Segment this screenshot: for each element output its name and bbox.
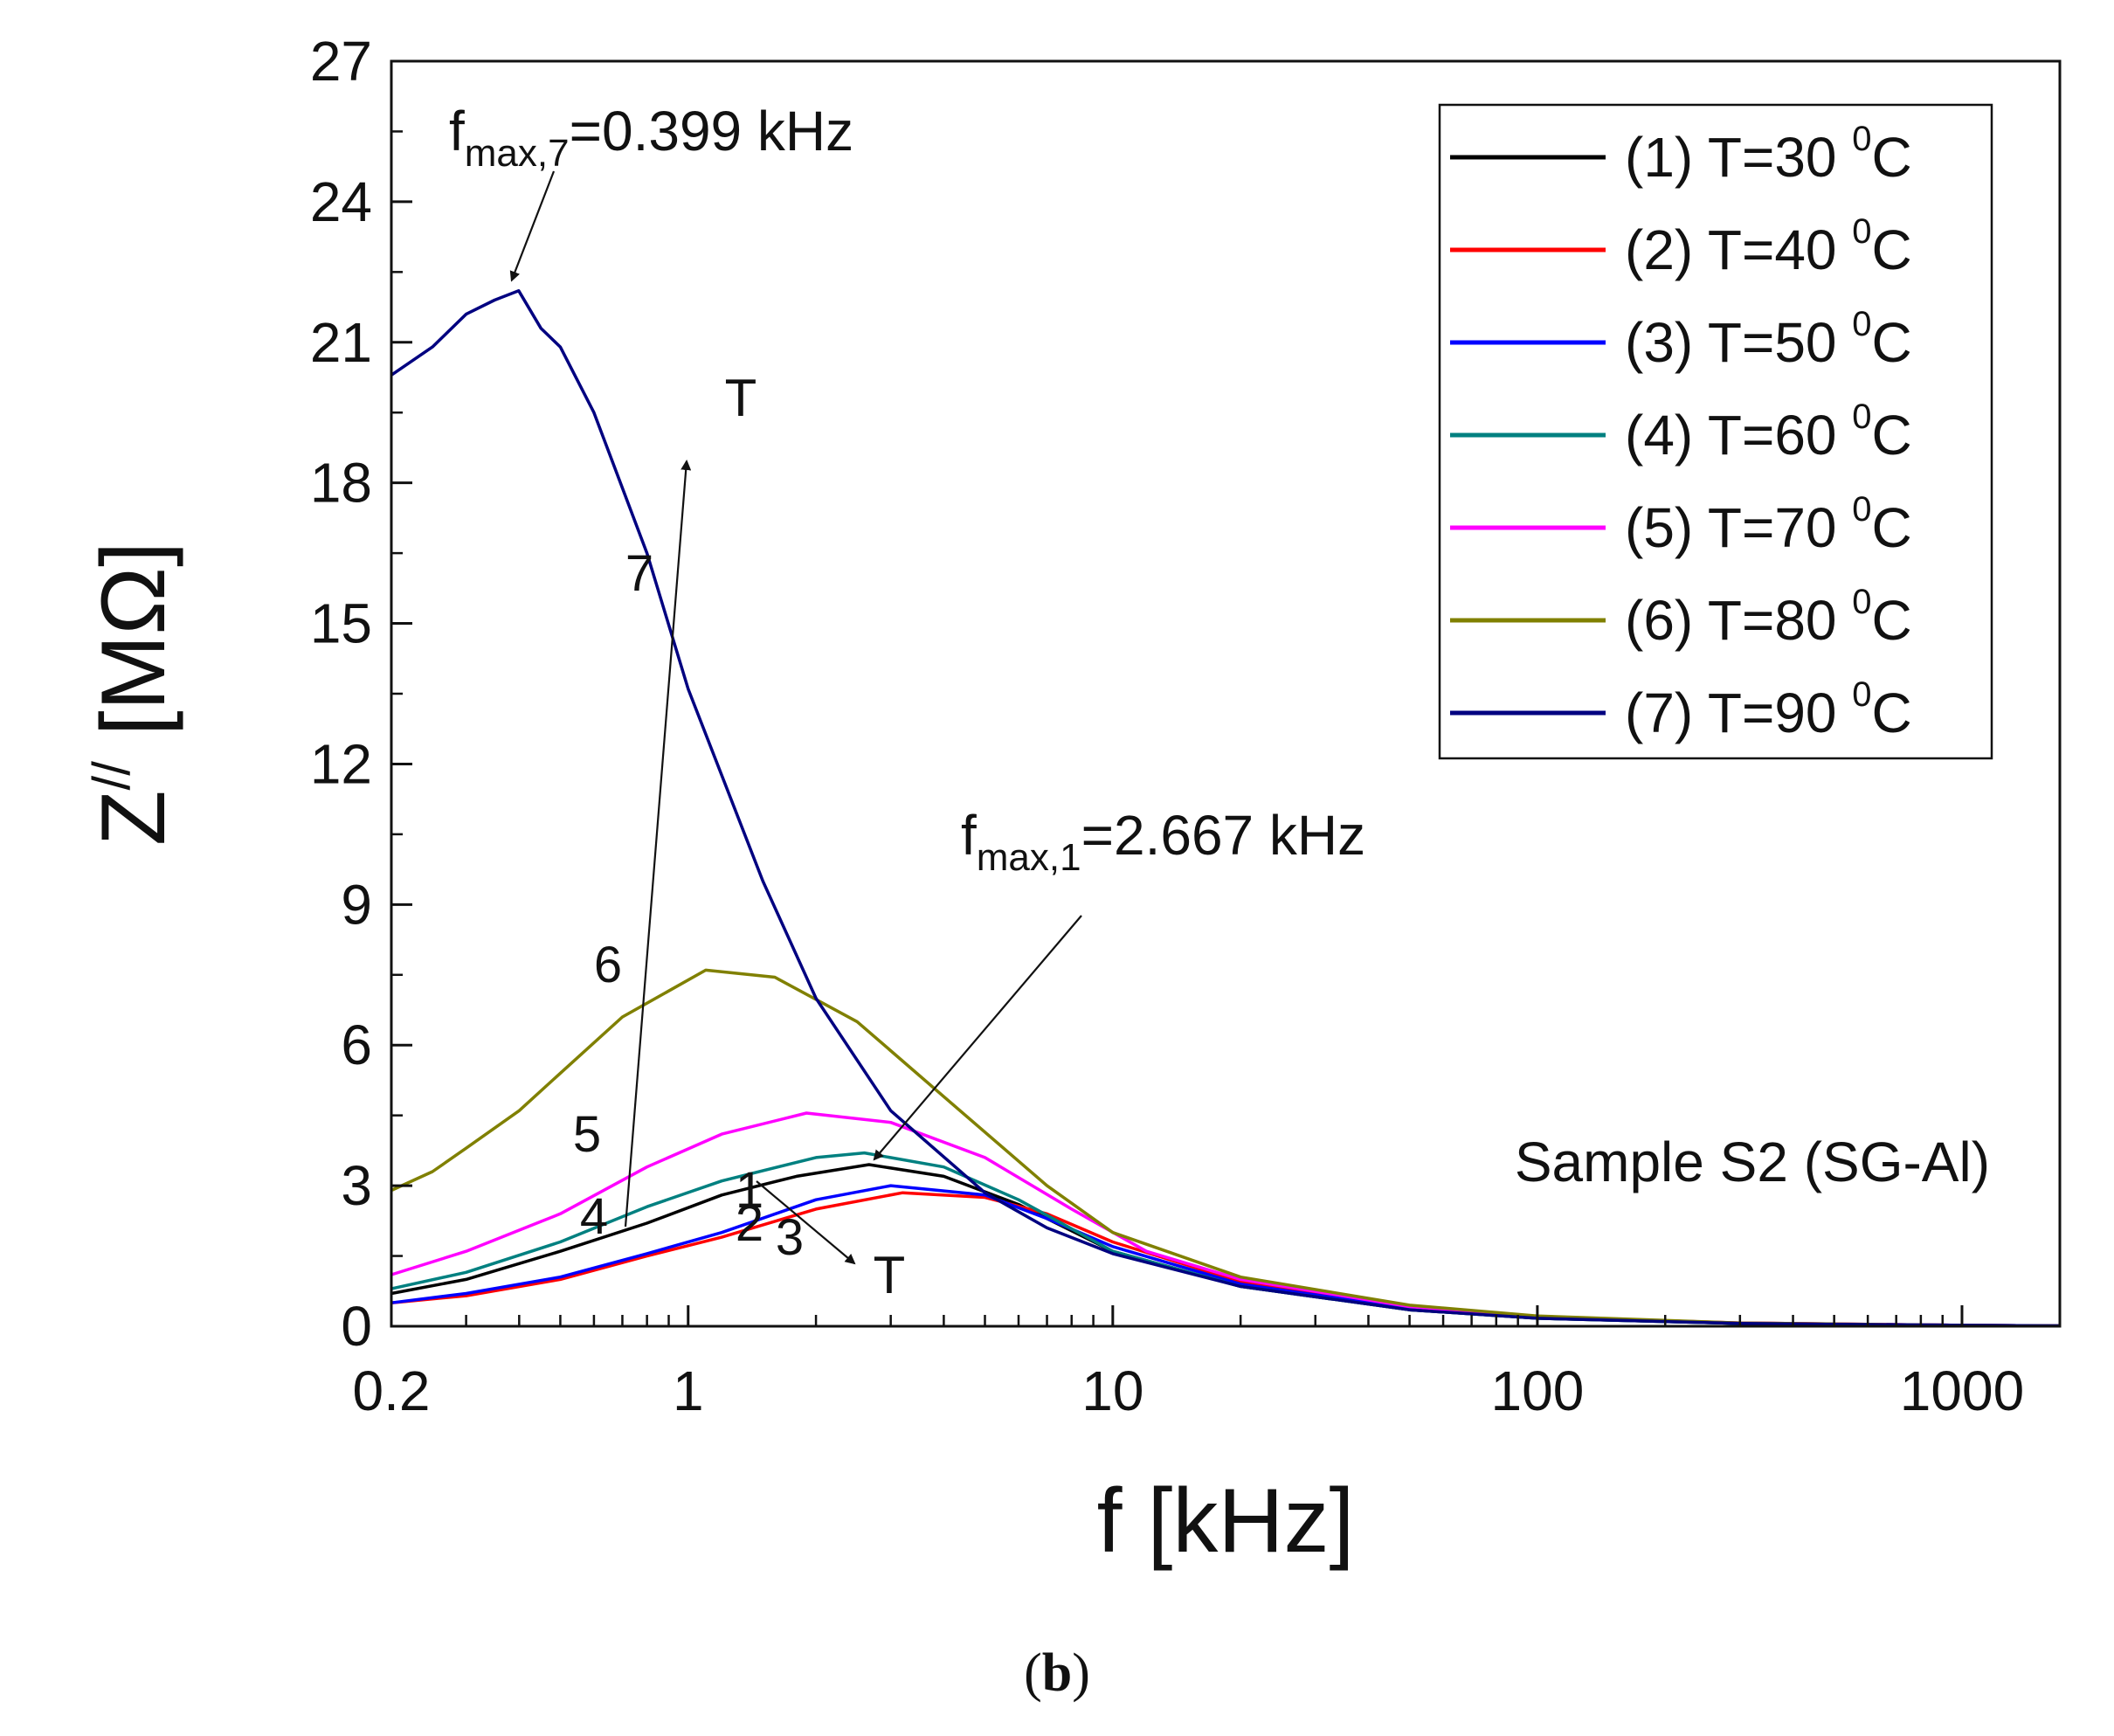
fmax1-arrow xyxy=(873,915,1082,1161)
curve-number-1: 1 xyxy=(736,1162,763,1219)
legend-entry-6: (6) T=80 0C xyxy=(1625,583,1912,652)
y-axis-title: Z// [MΩ] xyxy=(82,542,184,846)
trend-arrow-up xyxy=(624,460,692,1228)
series-layer xyxy=(390,289,2061,1328)
y-tick-label: 3 xyxy=(341,1154,372,1217)
series-line-3 xyxy=(390,1184,2061,1328)
curve-number-7: 7 xyxy=(625,545,653,602)
fmax7-label: fmax,7=0.399 kHz xyxy=(449,100,853,175)
y-tick-label: 0 xyxy=(341,1295,372,1358)
legend-entry-4: (4) T=60 0C xyxy=(1625,398,1912,467)
legend: (1) T=30 0C (2) T=40 0C (3) T=50 0C (4) T=6… xyxy=(1438,103,1993,760)
y-tick-label: 6 xyxy=(341,1013,372,1076)
annotations: Sample S2 (SG-Al) fmax,7=0.399 kHz fmax,1=… xyxy=(449,100,1990,1304)
x-tick-label: 0.2 xyxy=(353,1359,431,1422)
series-line-7 xyxy=(390,289,2061,1328)
panel-caption: (b) xyxy=(1024,1643,1090,1703)
y-tick-label: 12 xyxy=(310,732,372,795)
curve-number-5: 5 xyxy=(573,1106,601,1163)
legend-entry-3: (3) T=50 0C xyxy=(1625,305,1912,374)
y-tick-label: 27 xyxy=(310,30,372,93)
fmax1-label: fmax,1=2.667 kHz xyxy=(961,804,1365,879)
curve-number-2: 2 xyxy=(736,1195,763,1252)
legend-box xyxy=(1438,103,1993,760)
legend-entry-5: (5) T=70 0C xyxy=(1625,490,1912,559)
y-tick-label: 18 xyxy=(310,452,372,515)
trend-arrow-down xyxy=(756,1180,856,1265)
curve-number-4: 4 xyxy=(580,1188,608,1245)
y-tick-label: 9 xyxy=(341,873,372,936)
curve-number-6: 6 xyxy=(594,937,622,993)
y-tick-label: 24 xyxy=(310,170,372,233)
series-line-2 xyxy=(390,1191,2061,1328)
x-tick-label: 10 xyxy=(1081,1359,1143,1422)
y-tick-label: 21 xyxy=(310,311,372,374)
series-line-6 xyxy=(390,968,2061,1328)
y-tick-label: 15 xyxy=(310,592,372,655)
legend-entry-2: (2) T=40 0C xyxy=(1625,212,1912,281)
x-tick-label: 1000 xyxy=(1900,1359,2024,1422)
curve-number-3: 3 xyxy=(776,1209,804,1266)
legend-entry-1: (1) T=30 0C xyxy=(1625,120,1912,189)
legend-entry-7: (7) T=90 0C xyxy=(1625,675,1912,744)
fmax7-arrow xyxy=(509,170,556,282)
x-tick-label: 100 xyxy=(1491,1359,1585,1422)
trend-label-down: T xyxy=(874,1246,906,1304)
x-tick-label: 1 xyxy=(673,1359,704,1422)
sample-label: Sample S2 (SG-Al) xyxy=(1515,1131,1990,1193)
trend-label-up: T xyxy=(725,369,757,427)
x-axis-title: f [kHz] xyxy=(1097,1470,1355,1572)
